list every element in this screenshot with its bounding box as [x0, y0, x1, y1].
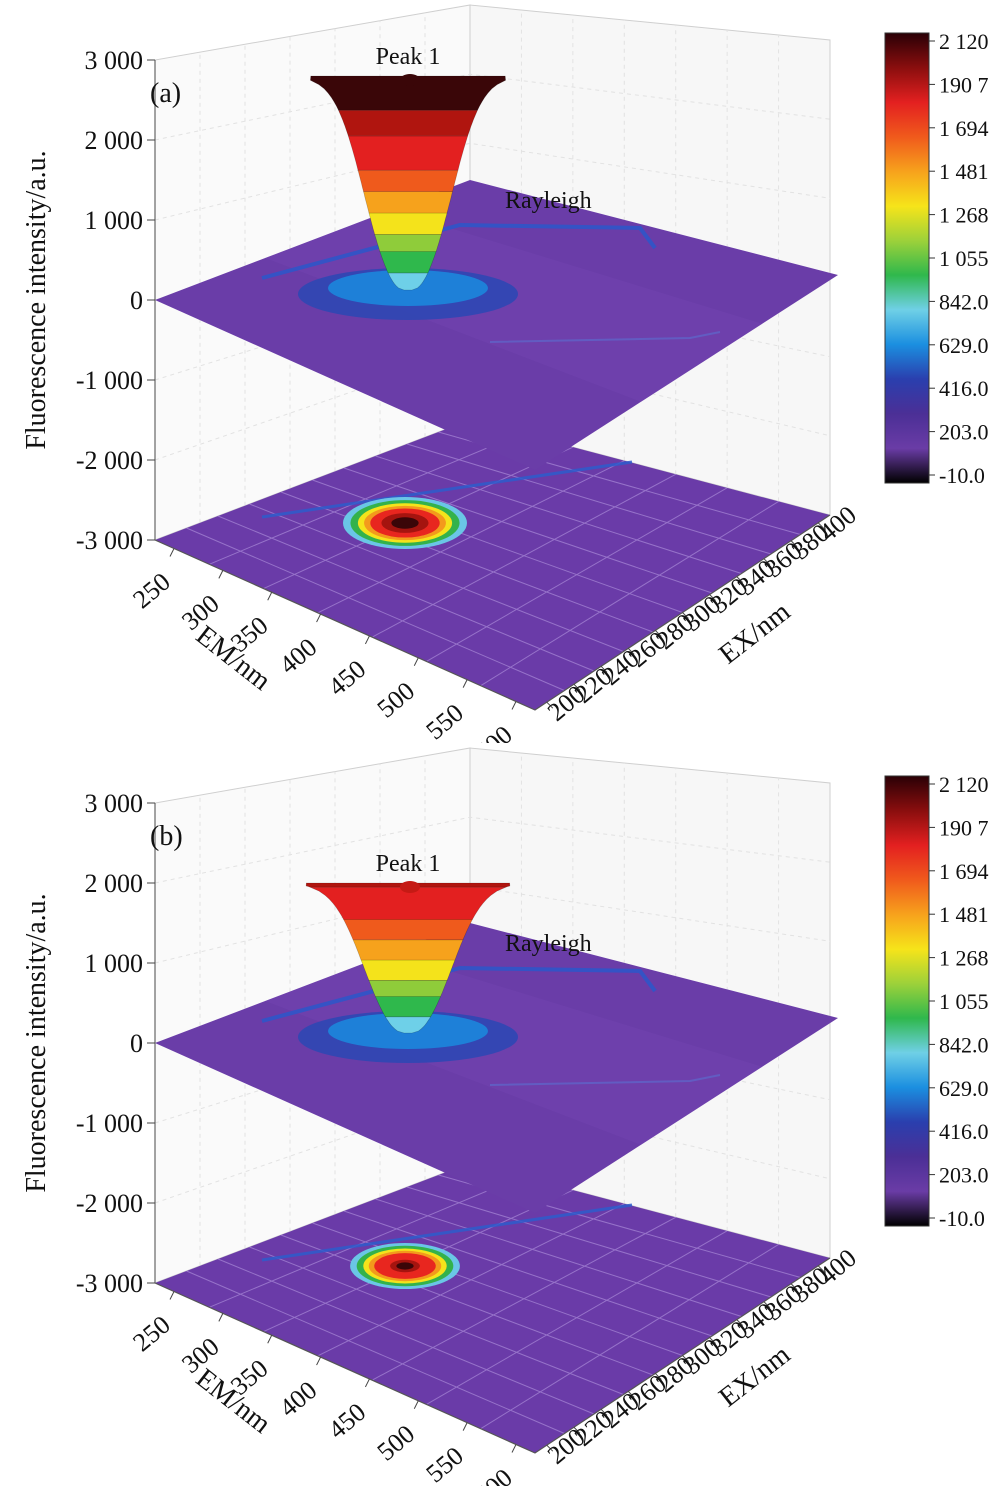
- z-tick-label: 1 000: [85, 206, 144, 235]
- rayleigh-ridge: [261, 222, 657, 280]
- colorbar-tick-label: 1 694: [939, 116, 989, 141]
- colorbar-tick-label: 416.0: [939, 1119, 989, 1144]
- z-tick-label: -1 000: [76, 1109, 143, 1138]
- colorbar-tick-label: 1 055: [939, 989, 989, 1014]
- colorbar-tick-label: -10.0: [939, 463, 985, 488]
- floor-gridlines: [186, 1174, 801, 1434]
- colorbar-tick-label: 190 7: [939, 72, 989, 97]
- surface-ridge-secondary: [489, 331, 721, 343]
- colorbar-tick-label: 629.0: [939, 1076, 989, 1101]
- peak-surface: [298, 881, 518, 1063]
- floor-contour-map: [155, 1163, 830, 1453]
- floor-edge: [154, 1257, 831, 1454]
- colorbar-tick-label: 1 055: [939, 246, 989, 271]
- x-tick-label: 550: [420, 698, 469, 743]
- rayleigh-ridge: [261, 965, 657, 1023]
- peak-label: Peak 1: [376, 851, 441, 877]
- floor-peak-contours: [343, 497, 467, 549]
- surface-plane: [155, 180, 838, 470]
- colorbar-tick-label: 1 694: [939, 859, 989, 884]
- z-tick-label: -1 000: [76, 366, 143, 395]
- floor-rayleigh-line: [261, 460, 633, 519]
- floor-edge: [154, 514, 831, 711]
- z-tick-label: 3 000: [85, 789, 144, 818]
- x-tick-label: 500: [372, 676, 421, 723]
- chart-panel-a: 3 000 2 000 1 000 0 -1 000 -2 000 -3 000 250 300…: [21, 4, 989, 743]
- colorbar-tick-label: 1 268: [939, 203, 989, 228]
- z-axis-title: Fluorescence intensity/a.u.: [21, 150, 52, 449]
- surface-ridge-secondary: [489, 1074, 721, 1086]
- floor-contour-map: [155, 420, 830, 710]
- x-tick-label: 400: [274, 632, 323, 679]
- panel-label: (b): [150, 821, 183, 852]
- z-axis-title: Fluorescence intensity/a.u.: [21, 893, 52, 1192]
- z-tick-label: 2 000: [85, 126, 144, 155]
- chart-panel-b: 3 000 2 000 1 000 0 -1 000 -2 000 -3 000 250 300…: [0, 743, 1000, 1486]
- floor-rayleigh-line: [261, 1203, 633, 1262]
- colorbar-tick-label: 842.0: [939, 1032, 989, 1057]
- surface-plane: [155, 923, 838, 1213]
- peak-label: Peak 1: [376, 44, 441, 70]
- z-tick-label: -3 000: [76, 1269, 143, 1298]
- x-tick-label: 550: [420, 1441, 469, 1486]
- colorbar-tick-label: 203.0: [939, 420, 989, 445]
- x-tick-label: 250: [127, 567, 176, 614]
- x-tick-label: 400: [274, 1375, 323, 1422]
- z-tick-label: 0: [130, 286, 143, 315]
- z-tick-label: 0: [130, 1029, 143, 1058]
- x-tick-label: 500: [372, 1419, 421, 1466]
- colorbar-tick-label: 190 7: [939, 815, 989, 840]
- colorbar: [884, 32, 930, 484]
- z-tick-label: 2 000: [85, 869, 144, 898]
- panel-label: (a): [150, 78, 181, 109]
- x-tick-label: 250: [127, 1310, 176, 1357]
- x-tick-label: 450: [323, 1397, 372, 1444]
- colorbar-tick-label: -10.0: [939, 1206, 985, 1231]
- rayleigh-label: Rayleigh: [505, 188, 592, 214]
- colorbar-tick-label: 416.0: [939, 376, 989, 401]
- colorbar-tick-label: 1 268: [939, 946, 989, 971]
- colorbar-tick-label: 1 481: [939, 902, 989, 927]
- z-tick-label: -2 000: [76, 446, 143, 475]
- colorbar-tick-label: 1 481: [939, 159, 989, 184]
- z-tick-label: -3 000: [76, 526, 143, 555]
- colorbar-tick-label: 629.0: [939, 333, 989, 358]
- colorbar-tick-label: 2 120: [939, 772, 989, 797]
- colorbar-tick-label: 842.0: [939, 289, 989, 314]
- colorbar-tick-label: 2 120: [939, 29, 989, 54]
- z-tick-label: 1 000: [85, 949, 144, 978]
- rayleigh-label: Rayleigh: [505, 931, 592, 957]
- floor-peak-contours: [350, 1242, 460, 1290]
- x-tick-label: 600: [469, 720, 518, 743]
- floor-gridlines: [186, 431, 801, 691]
- z-tick-label: -2 000: [76, 1189, 143, 1218]
- x-tick-label: 600: [469, 1463, 518, 1486]
- z-tick-label: 3 000: [85, 46, 144, 75]
- colorbar: [884, 775, 930, 1227]
- colorbar-tick-label: 203.0: [939, 1163, 989, 1188]
- peak-surface: [298, 74, 518, 320]
- x-tick-label: 450: [323, 654, 372, 701]
